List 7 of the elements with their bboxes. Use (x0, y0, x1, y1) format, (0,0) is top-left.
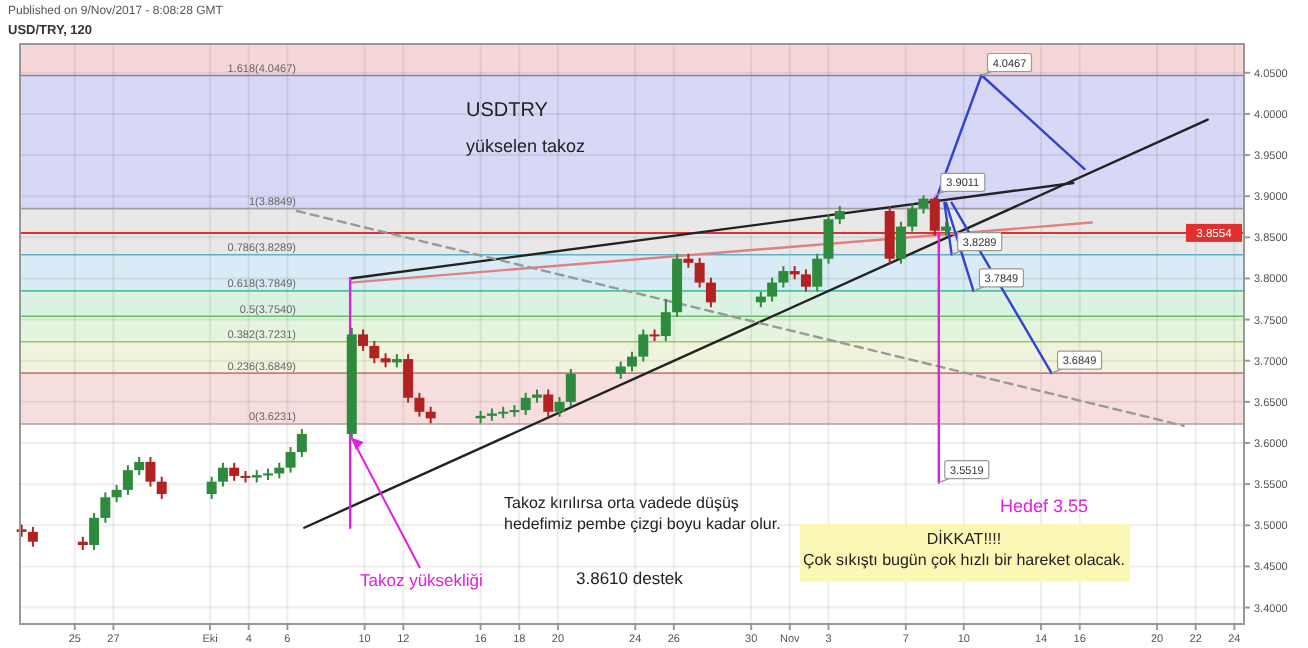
annotation: DİKKAT!!!! Çok sıkıştı bugün çok hızlı bir hareket olacak. (803, 530, 1125, 569)
annotation: 3.8610 destek (576, 568, 685, 588)
annotation: Takoz kırılırsa orta vadede düşüş hedefimiz pembe çizgi boyu kadar olur. (504, 494, 781, 533)
annotation: USDTRY (466, 100, 549, 122)
annotation: Takoz yüksekliği (360, 570, 484, 590)
annotation: yükselen takoz (466, 136, 587, 156)
annotation: Hedef 3.55 (1000, 496, 1089, 516)
